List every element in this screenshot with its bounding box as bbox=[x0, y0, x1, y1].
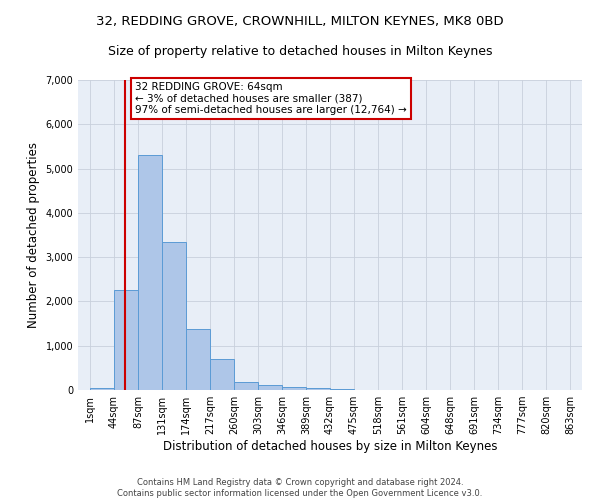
Bar bbox=[210, 359, 234, 390]
Bar bbox=[234, 382, 258, 390]
X-axis label: Distribution of detached houses by size in Milton Keynes: Distribution of detached houses by size … bbox=[163, 440, 497, 453]
Bar bbox=[306, 388, 330, 390]
Text: Size of property relative to detached houses in Milton Keynes: Size of property relative to detached ho… bbox=[108, 45, 492, 58]
Text: 32 REDDING GROVE: 64sqm
← 3% of detached houses are smaller (387)
97% of semi-de: 32 REDDING GROVE: 64sqm ← 3% of detached… bbox=[135, 82, 407, 115]
Text: 32, REDDING GROVE, CROWNHILL, MILTON KEYNES, MK8 0BD: 32, REDDING GROVE, CROWNHILL, MILTON KEY… bbox=[96, 15, 504, 28]
Bar bbox=[162, 242, 186, 390]
Bar bbox=[186, 329, 210, 390]
Bar bbox=[138, 156, 162, 390]
Text: Contains HM Land Registry data © Crown copyright and database right 2024.
Contai: Contains HM Land Registry data © Crown c… bbox=[118, 478, 482, 498]
Bar bbox=[282, 386, 306, 390]
Bar bbox=[90, 388, 114, 390]
Bar bbox=[258, 384, 282, 390]
Bar bbox=[114, 290, 138, 390]
Y-axis label: Number of detached properties: Number of detached properties bbox=[27, 142, 40, 328]
Bar bbox=[330, 389, 354, 390]
